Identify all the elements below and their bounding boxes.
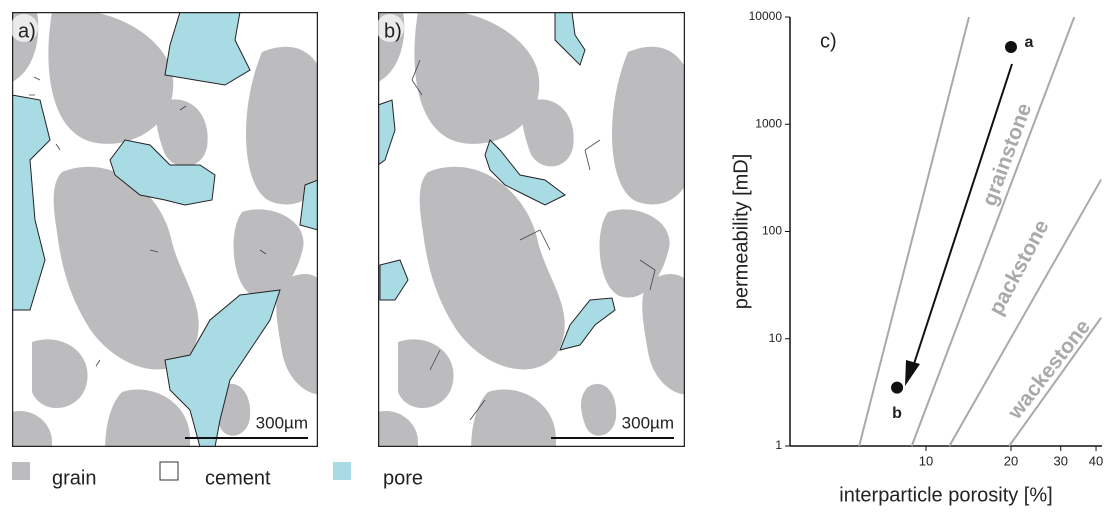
x-tick-label: 30 [1053, 453, 1067, 468]
x-axis-label: interparticle porosity [%] [839, 484, 1052, 506]
label-bg [376, 14, 404, 42]
scale-bar-label: 300µm [256, 413, 308, 432]
legend-swatch [333, 462, 351, 480]
x-tick-label: 20 [1004, 453, 1018, 468]
legend-label: pore [383, 467, 423, 489]
chart: 1 10 100 1000 10000 10 20 30 40 interparticle por… [730, 9, 1103, 506]
label-bg [10, 14, 38, 42]
y-tick-label: 10 [769, 331, 783, 345]
point-label: a [1025, 34, 1034, 51]
panel-label: a) [18, 20, 36, 42]
facies-boundary [1008, 317, 1102, 447]
scale-bar-label: 300µm [622, 413, 674, 432]
facies-boundary [948, 179, 1102, 447]
y-tick-label: 100 [762, 224, 782, 238]
legend-label: grain [52, 467, 96, 489]
y-tick-label: 1 [775, 438, 782, 452]
chart-label: c) [820, 30, 837, 52]
y-tick-label: 10000 [749, 9, 783, 23]
facies-label: packstone [985, 216, 1054, 319]
trend-arrow [911, 63, 1013, 371]
y-axis-label: permeability [mD] [730, 154, 752, 310]
x-tick-label: 10 [919, 453, 933, 468]
legend-label: cement [205, 467, 271, 489]
legend-swatch [12, 462, 30, 480]
y-tick-label: 1000 [755, 116, 782, 130]
data-point [891, 381, 904, 394]
thin-section-b [378, 12, 685, 447]
facies-boundary [858, 16, 970, 447]
arrow-head [905, 360, 920, 386]
facies-boundary [910, 16, 1076, 447]
data-point [1004, 41, 1017, 54]
panel-label: b) [384, 20, 402, 42]
x-tick-label: 40 [1089, 453, 1103, 468]
legend-swatch [159, 461, 179, 481]
thin-section-a [12, 12, 318, 447]
point-label: b [892, 405, 902, 422]
facies-label: wackestone [1003, 315, 1095, 424]
